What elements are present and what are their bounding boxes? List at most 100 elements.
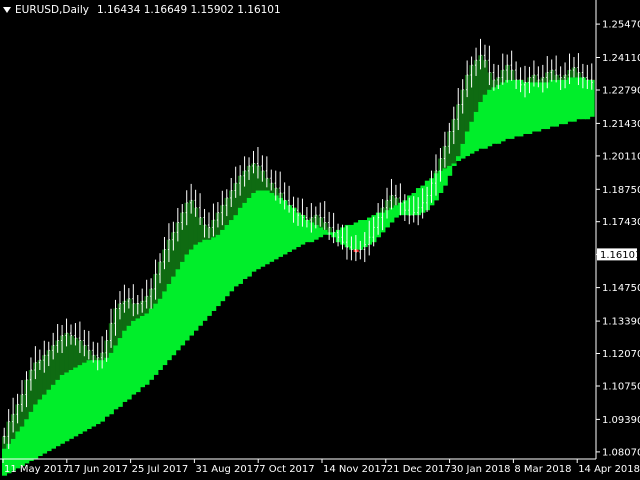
- band-segment: [260, 190, 266, 267]
- cloud-segment: [42, 355, 48, 395]
- band-segment: [148, 308, 154, 380]
- cloud-segment: [460, 89, 466, 144]
- band-segment: [571, 77, 577, 122]
- band-segment: [318, 227, 324, 238]
- band-segment: [246, 197, 252, 277]
- band-segment: [447, 165, 453, 176]
- band-segment: [438, 170, 444, 193]
- band-segment: [504, 79, 511, 139]
- band-segment: [273, 195, 279, 260]
- time-tick-label: 25 Jul 2017: [132, 464, 189, 475]
- cloud-segment: [246, 165, 252, 198]
- price-tick-label: 1.13390: [602, 317, 640, 328]
- cloud-segment: [464, 74, 470, 132]
- cloud-segment: [188, 200, 194, 250]
- chart-axes: [0, 0, 597, 460]
- chevron-down-icon[interactable]: [3, 7, 11, 13]
- cloud-segment: [482, 60, 488, 95]
- price-tick-label: 1.20110: [602, 151, 640, 162]
- band-segment: [28, 411, 34, 461]
- cloud-segment: [456, 104, 462, 157]
- band-segment: [536, 82, 542, 132]
- current-price-marker: 1.16101: [597, 248, 640, 261]
- band-segment: [264, 190, 270, 265]
- cloud-segment: [233, 183, 239, 216]
- band-segment: [456, 156, 462, 162]
- band-segment: [10, 438, 16, 471]
- cloud-segment: [197, 217, 203, 243]
- band-segment: [108, 352, 114, 415]
- band-segment: [255, 190, 261, 270]
- time-tick-label: 30 Jan 2018: [451, 464, 511, 475]
- cloud-segment: [473, 60, 479, 112]
- band-segment: [269, 192, 275, 262]
- band-segment: [139, 315, 146, 388]
- cloud-segment: [242, 170, 248, 203]
- cloud-segment: [55, 340, 61, 380]
- band-segment: [82, 362, 88, 432]
- band-segment: [46, 389, 52, 452]
- current-price-box: [597, 248, 637, 261]
- band-segment: [197, 242, 203, 326]
- band-segment: [86, 360, 92, 429]
- band-segment: [473, 111, 479, 152]
- band-segment: [175, 269, 181, 351]
- time-tick-label: 11 May 2017: [4, 464, 69, 475]
- cloud-segment: [73, 338, 79, 368]
- current-price-label: 1.16101: [600, 250, 640, 261]
- price-tick-label: 1.25470: [602, 20, 640, 31]
- band-segment: [37, 399, 43, 457]
- band-segment: [585, 79, 591, 120]
- band-segment: [117, 338, 123, 407]
- band-segment: [384, 210, 390, 228]
- band-segment: [99, 360, 105, 422]
- band-segment: [19, 426, 25, 466]
- band-segment: [24, 419, 30, 464]
- band-segment: [113, 345, 119, 410]
- band-segment: [64, 372, 70, 442]
- price-tick-label: 1.10750: [602, 382, 640, 393]
- cloud-segment: [64, 333, 70, 373]
- band-segment: [282, 200, 288, 255]
- band-segment: [55, 379, 61, 447]
- band-segment: [313, 224, 319, 240]
- band-segment: [144, 313, 150, 385]
- band-segment: [91, 360, 97, 427]
- price-tick-label: 1.18750: [602, 185, 640, 196]
- band-segment: [68, 369, 74, 439]
- cloud-segment: [50, 345, 57, 385]
- band-segment: [482, 94, 488, 149]
- band-segment: [567, 77, 573, 122]
- band-segment: [545, 82, 551, 130]
- price-tick-label: 1.24110: [602, 53, 640, 64]
- band-segment: [513, 79, 519, 137]
- cloud-segment: [37, 360, 43, 400]
- band-segment: [122, 330, 128, 402]
- band-segment: [522, 82, 528, 134]
- cloud-segment: [171, 232, 177, 277]
- band-segment: [166, 283, 172, 361]
- time-tick-label: 14 Nov 2017: [323, 464, 387, 475]
- band-segment: [184, 254, 190, 341]
- band-segment: [500, 82, 506, 142]
- cloud-segment: [126, 298, 132, 326]
- band-segment: [322, 229, 328, 235]
- band-segment: [6, 443, 12, 474]
- band-segment: [237, 207, 243, 284]
- band-segment: [131, 320, 137, 395]
- band-segment: [460, 143, 466, 159]
- band-segment: [2, 448, 8, 476]
- cloud-segment: [180, 212, 186, 262]
- band-segment: [540, 82, 546, 130]
- ohlc-values: 1.16434 1.16649 1.15902 1.16101: [96, 4, 281, 16]
- band-segment: [558, 79, 564, 125]
- price-tick-label: 1.08070: [602, 447, 640, 458]
- band-segment: [509, 79, 515, 139]
- band-segment: [171, 276, 177, 356]
- band-segment: [496, 84, 502, 144]
- cloud-segment: [28, 369, 34, 412]
- band-segment: [464, 131, 470, 157]
- price-bars: [3, 38, 593, 449]
